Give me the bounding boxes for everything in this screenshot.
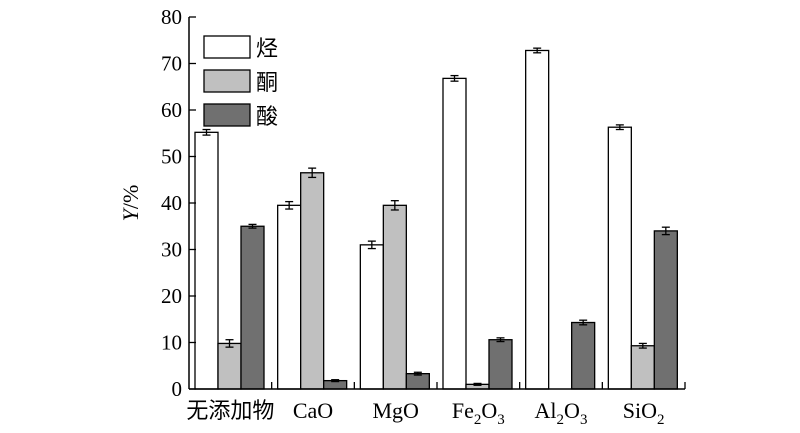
x-category-label-4: Al2O3 (535, 398, 588, 428)
error-bar-0-5 (615, 124, 624, 131)
y-tick-label-0: 0 (172, 377, 183, 401)
y-tick-label-20: 20 (161, 284, 182, 308)
bars-layer (194, 47, 678, 390)
bar-0-3 (442, 77, 467, 390)
bar-2-3 (488, 339, 513, 390)
y-tick-label-70: 70 (161, 52, 182, 76)
error-bar-1-5 (638, 342, 647, 349)
legend-label-2: 酸 (256, 104, 278, 129)
error-bar-2-4 (579, 319, 588, 326)
bar-1-1 (300, 172, 325, 390)
y-tick-label-60: 60 (161, 98, 182, 122)
bar-1-2 (382, 204, 407, 390)
error-bar-0-4 (533, 47, 542, 54)
bar-2-0 (240, 225, 265, 390)
error-bar-1-1 (308, 167, 317, 179)
error-bar-2-0 (248, 223, 257, 229)
bar-2-2 (405, 373, 430, 390)
bar-1-5 (630, 345, 655, 390)
bar-0-5 (607, 126, 632, 390)
bar-0-1 (277, 204, 302, 390)
x-category-label-2: MgO (372, 398, 418, 423)
bar-2-5 (653, 230, 678, 390)
axes-layer: 0 10 20 30 40 50 60 70 80 无添加物 CaO MgO Fe2O3 Al2O3 SiO… (118, 5, 686, 428)
error-bar-2-5 (661, 226, 670, 236)
x-category-label-3: Fe2O3 (452, 398, 505, 428)
bar-1-0 (217, 342, 242, 390)
y-tick-label-10: 10 (161, 331, 182, 355)
legend-swatch-2 (203, 103, 251, 127)
legend: 烃酮酸 (203, 35, 278, 129)
legend-label-0: 烃 (256, 36, 278, 61)
error-bar-1-2 (390, 200, 399, 211)
error-bar-1-3 (473, 382, 482, 386)
y-tick-label-50: 50 (161, 145, 182, 169)
bar-2-4 (571, 321, 596, 390)
error-bar-0-1 (285, 200, 294, 210)
error-bar-2-3 (496, 337, 505, 343)
error-bar-0-2 (367, 240, 376, 250)
x-category-label-5: SiO2 (623, 398, 665, 428)
x-category-label-0: 无添加物 (186, 398, 274, 423)
legend-swatch-1 (203, 69, 251, 93)
x-category-label-1: CaO (293, 398, 333, 423)
y-tick-label-30: 30 (161, 238, 182, 262)
bar-0-2 (359, 244, 384, 390)
error-bar-0-3 (450, 74, 459, 82)
error-bar-1-0 (225, 339, 234, 348)
legend-swatch-0 (203, 35, 251, 59)
error-bar-0-0 (202, 128, 211, 136)
error-bar-2-1 (331, 379, 340, 383)
error-bar-2-2 (413, 371, 422, 376)
bar-0-4 (525, 49, 550, 390)
y-tick-label-80: 80 (161, 5, 182, 29)
bar-0-0 (194, 131, 219, 390)
legend-label-1: 酮 (256, 70, 278, 95)
y-axis-title: Y/% (118, 185, 143, 222)
y-tick-label-40: 40 (161, 191, 182, 215)
